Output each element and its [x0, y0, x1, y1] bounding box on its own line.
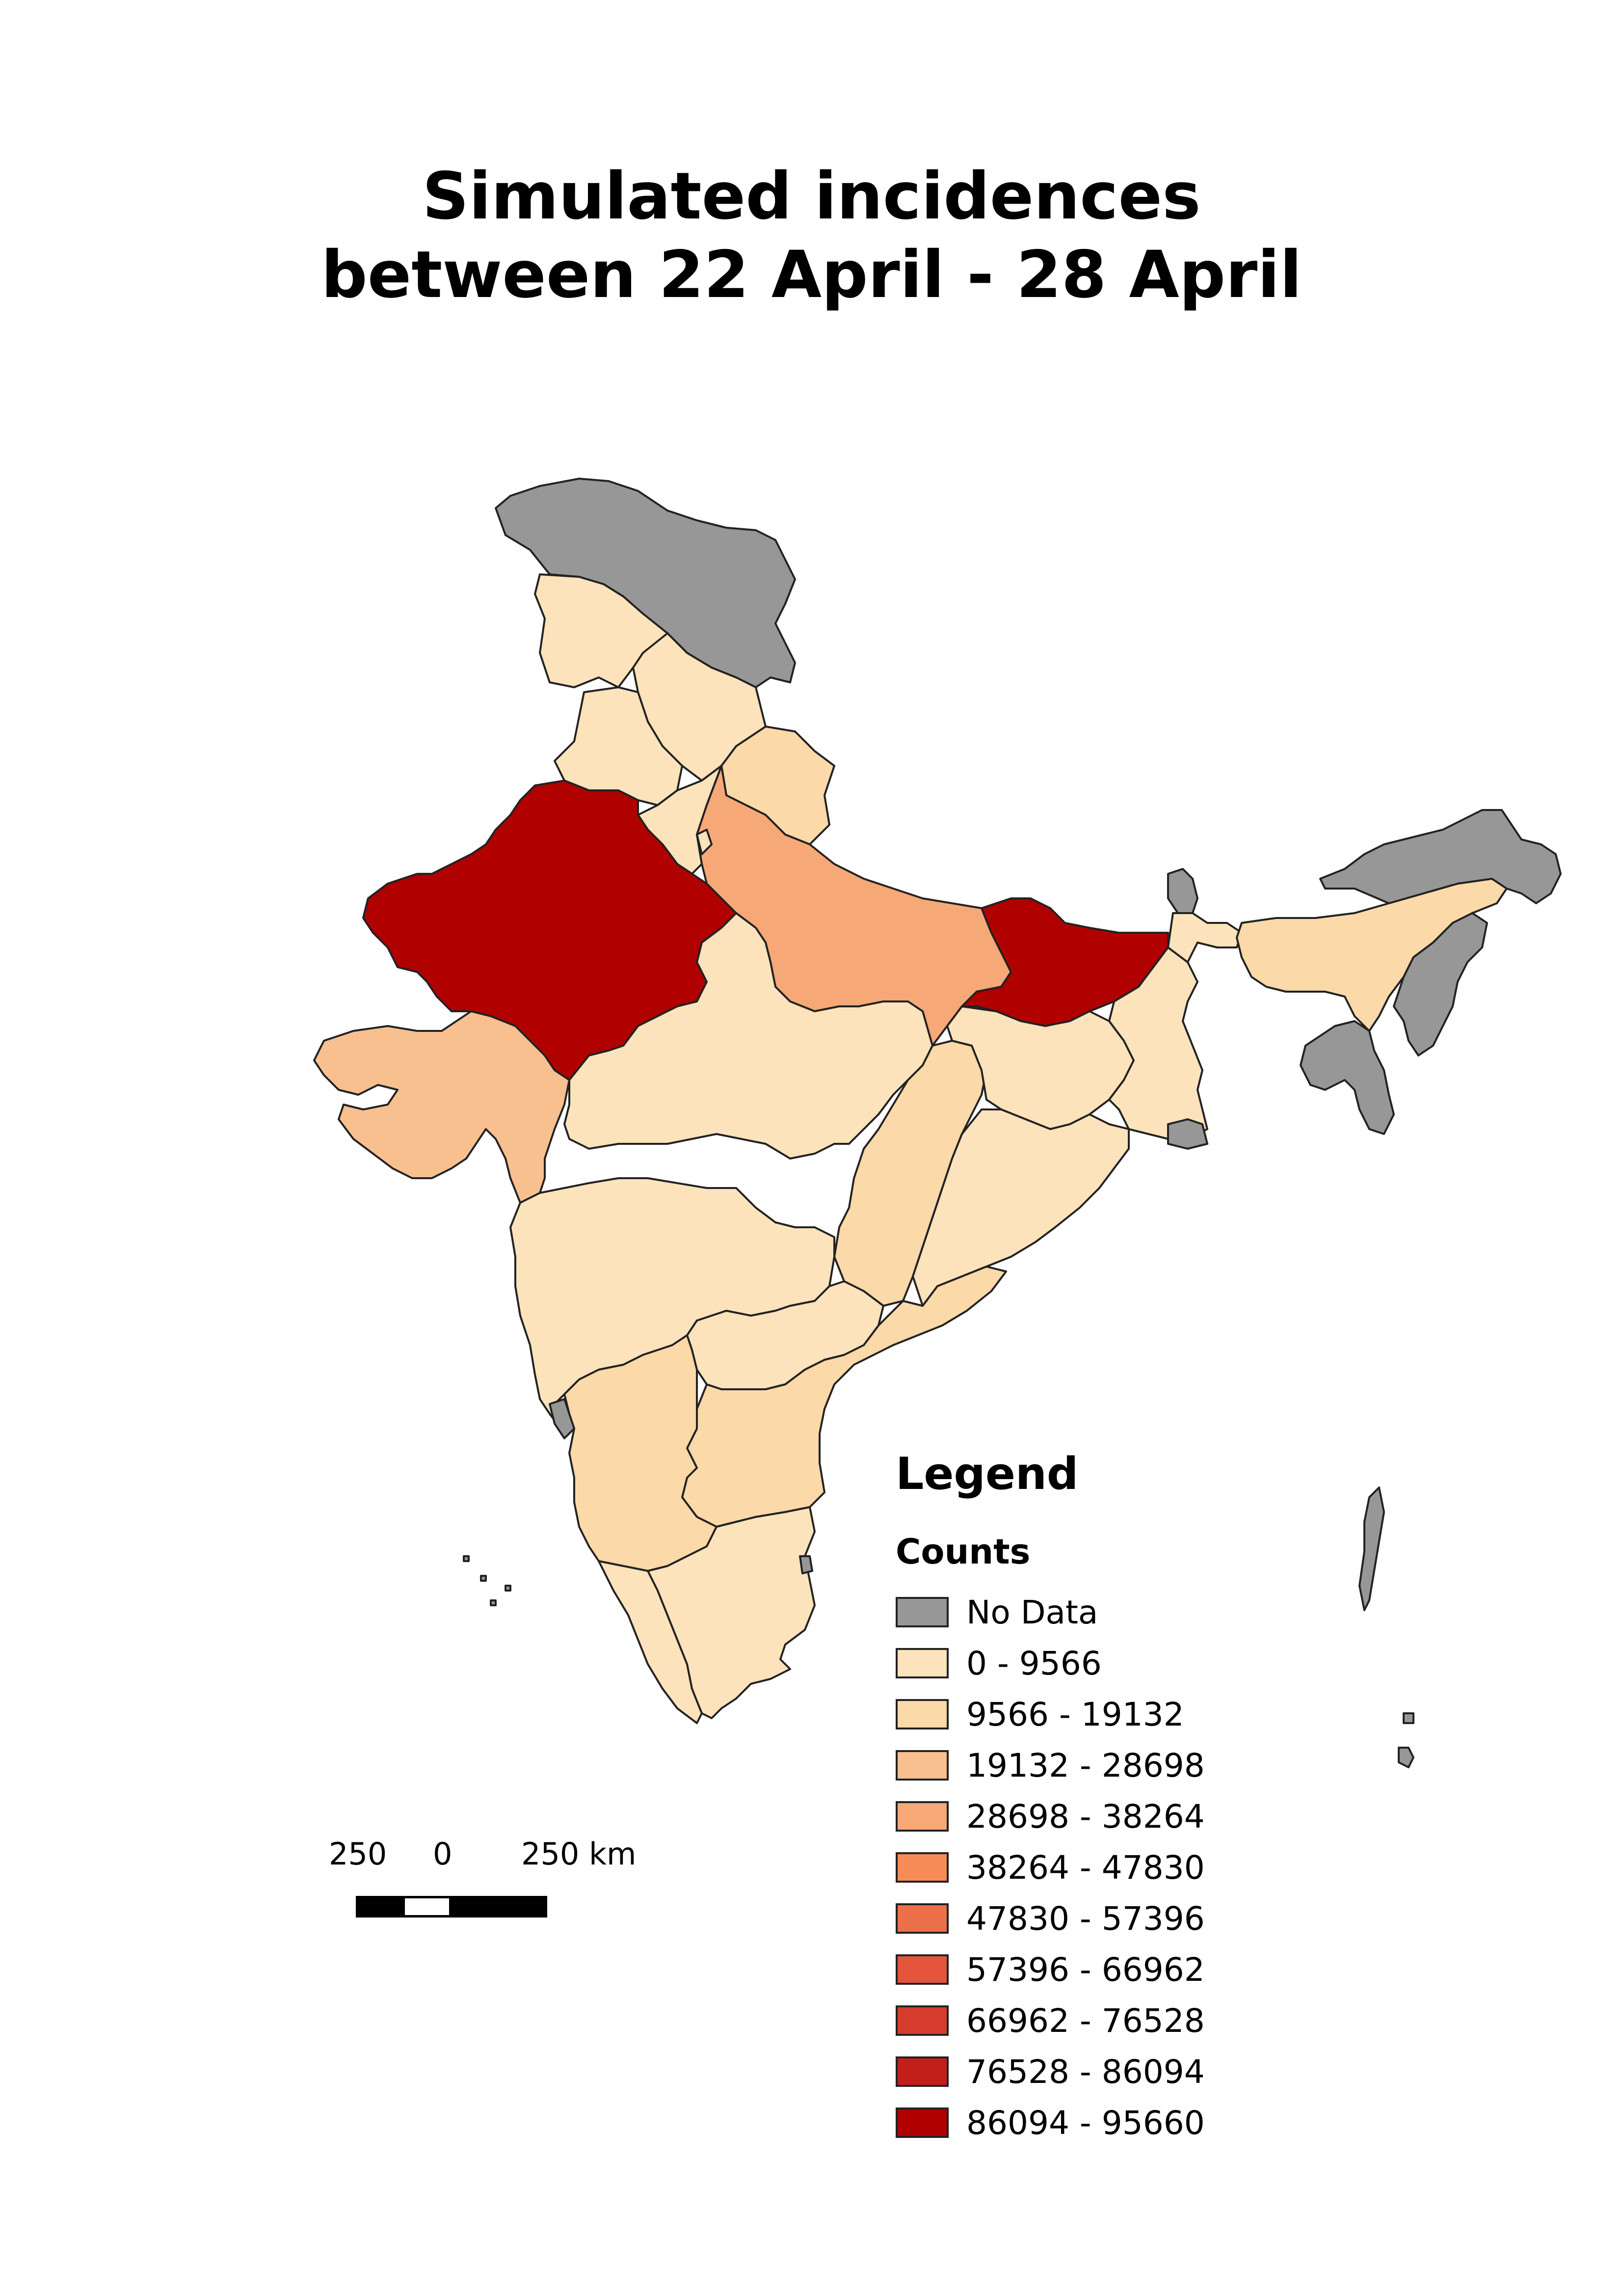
region-lakshadweep	[463, 1555, 511, 1606]
legend-item: 38264 - 47830	[896, 1842, 1205, 1893]
title-line-1: Simulated incidences	[422, 159, 1201, 234]
legend-swatch	[896, 1699, 949, 1729]
legend-label: 47830 - 57396	[966, 1899, 1205, 1938]
legend-item: 28698 - 38264	[896, 1791, 1205, 1842]
legend-item: 86094 - 95660	[896, 2097, 1205, 2148]
legend-item: 76528 - 86094	[896, 2046, 1205, 2097]
legend-item: 47830 - 57396	[896, 1893, 1205, 1944]
scale-segment-3	[449, 1896, 547, 1918]
legend-swatch	[896, 2005, 949, 2036]
region-sikkim	[1167, 868, 1198, 914]
legend-label: 57396 - 66962	[966, 1950, 1205, 1989]
region-mizoram-tripura	[1300, 1020, 1395, 1135]
legend-swatch	[896, 1852, 949, 1883]
legend-swatch	[896, 1801, 949, 1832]
region-odisha	[912, 1108, 1130, 1307]
title-line-2: between 22 April - 28 April	[321, 237, 1302, 313]
region-delhi	[696, 829, 713, 855]
scale-bar: 250 0 250 km	[324, 1836, 636, 1944]
region-karnataka	[563, 1334, 718, 1572]
scale-label-middle: 0	[433, 1836, 452, 1872]
legend-swatch	[896, 2107, 949, 2138]
legend-label: 66962 - 76528	[966, 2001, 1205, 2040]
map-title: Simulated incidences between 22 April - …	[0, 157, 1623, 314]
legend-title: Legend	[896, 1448, 1079, 1500]
legend-swatch	[896, 1954, 949, 1985]
legend-swatch	[896, 1597, 949, 1627]
legend-item: 57396 - 66962	[896, 1944, 1205, 1995]
scale-label-left: 250	[329, 1836, 387, 1872]
legend-swatch	[896, 1903, 949, 1934]
region-nicobar	[1398, 1712, 1414, 1768]
region-himachal	[534, 573, 668, 688]
region-gujarat	[313, 1010, 570, 1204]
region-madhya-pradesh	[563, 912, 933, 1160]
region-west-bengal-north	[1167, 912, 1243, 963]
region-nagaland-manipur	[1393, 912, 1488, 1056]
region-sundarbans	[1167, 1118, 1208, 1150]
legend-label: 86094 - 95660	[966, 2104, 1205, 2142]
legend-label: 76528 - 86094	[966, 2053, 1205, 2091]
region-bihar	[961, 897, 1169, 1027]
legend-label: 9566 - 19132	[966, 1695, 1184, 1733]
region-west-bengal	[1108, 946, 1208, 1140]
region-arunachal	[1319, 809, 1562, 904]
legend-item: 0 - 9566	[896, 1638, 1205, 1689]
legend-label: No Data	[966, 1593, 1098, 1631]
legend-label: 0 - 9566	[966, 1644, 1102, 1682]
legend-item: 66962 - 76528	[896, 1995, 1205, 2046]
scale-label-right: 250 km	[521, 1836, 637, 1872]
scale-segment-2	[402, 1896, 452, 1918]
legend-label: 38264 - 47830	[966, 1848, 1205, 1887]
legend-swatch	[896, 1648, 949, 1678]
region-jharkhand	[946, 1005, 1135, 1130]
legend-label: 28698 - 38264	[966, 1797, 1205, 1836]
legend-swatch	[896, 1750, 949, 1781]
legend-label: 19132 - 28698	[966, 1746, 1205, 1784]
scale-segment-1	[356, 1896, 405, 1918]
region-punjab	[554, 686, 683, 806]
legend-subtitle: Counts	[896, 1532, 1031, 1572]
region-goa	[549, 1398, 575, 1439]
region-andaman	[1358, 1486, 1385, 1611]
region-tamil-nadu	[647, 1506, 816, 1719]
region-puducherry	[799, 1555, 813, 1574]
legend-swatch	[896, 2056, 949, 2087]
legend-item: No Data	[896, 1587, 1205, 1638]
legend-item: 9566 - 19132	[896, 1689, 1205, 1740]
legend-item: 19132 - 28698	[896, 1740, 1205, 1791]
legend-list: No Data 0 - 9566 9566 - 19132 19132 - 28698…	[896, 1587, 1205, 2148]
